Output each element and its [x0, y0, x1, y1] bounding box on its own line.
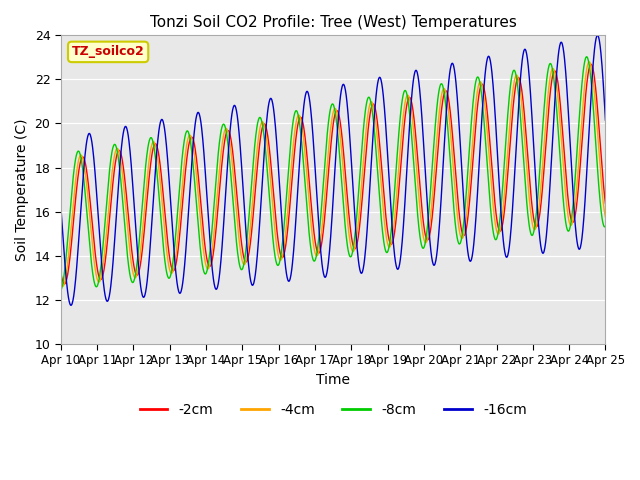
Y-axis label: Soil Temperature (C): Soil Temperature (C): [15, 119, 29, 261]
Legend: -2cm, -4cm, -8cm, -16cm: -2cm, -4cm, -8cm, -16cm: [134, 397, 532, 422]
X-axis label: Time: Time: [316, 373, 350, 387]
Title: Tonzi Soil CO2 Profile: Tree (West) Temperatures: Tonzi Soil CO2 Profile: Tree (West) Temp…: [150, 15, 516, 30]
Text: TZ_soilco2: TZ_soilco2: [72, 46, 145, 59]
